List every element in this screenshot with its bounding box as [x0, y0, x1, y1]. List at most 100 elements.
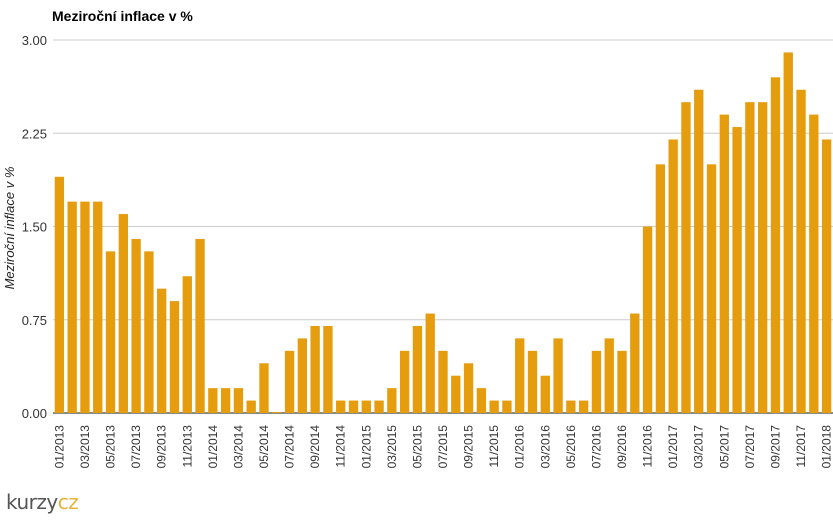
bar[interactable]: [476, 388, 487, 413]
x-tick-label: 05/2017: [717, 425, 731, 469]
bar[interactable]: [336, 400, 346, 413]
bar[interactable]: [706, 164, 717, 413]
bar[interactable]: [591, 350, 602, 413]
x-tick-label: 07/2015: [436, 425, 450, 469]
bar[interactable]: [745, 102, 755, 414]
bar[interactable]: [527, 350, 538, 413]
y-tick-label: 0.75: [22, 313, 47, 328]
x-tick-label: 11/2014: [334, 425, 348, 468]
x-tick-label: 11/2016: [641, 425, 655, 468]
bar[interactable]: [310, 325, 320, 413]
x-tick-label: 05/2016: [564, 425, 578, 469]
x-tick-label: 03/2013: [78, 425, 92, 469]
bar[interactable]: [93, 201, 103, 413]
x-tick-label: 01/2016: [513, 425, 527, 469]
x-tick-label: 05/2015: [410, 425, 424, 469]
x-tick-label: 03/2017: [692, 425, 706, 469]
bar[interactable]: [438, 350, 448, 413]
bar[interactable]: [54, 176, 65, 413]
bar[interactable]: [361, 400, 371, 413]
bar[interactable]: [732, 127, 742, 414]
bar[interactable]: [272, 412, 282, 413]
bar[interactable]: [770, 77, 781, 414]
x-tick-label: 03/2016: [538, 425, 552, 469]
y-axis-label: Meziroční inflace v %: [2, 167, 17, 290]
bars: [54, 52, 832, 414]
bar[interactable]: [758, 102, 768, 414]
x-tick-label: 05/2013: [104, 425, 118, 469]
chart-title: Meziroční inflace v %: [52, 8, 193, 24]
x-tick-label: 07/2013: [129, 425, 143, 469]
bar[interactable]: [284, 350, 295, 413]
bar[interactable]: [809, 114, 819, 413]
kurzy-cz-logo[interactable]: kurzycz: [6, 490, 79, 514]
y-tick-label: 3.00: [22, 33, 47, 48]
bar[interactable]: [118, 214, 128, 413]
x-tick-label: 05/2014: [257, 425, 271, 469]
bar[interactable]: [655, 164, 666, 413]
bar[interactable]: [783, 52, 793, 413]
bar[interactable]: [387, 388, 397, 413]
bar[interactable]: [425, 313, 435, 413]
bar[interactable]: [157, 288, 167, 413]
x-tick-label: 01/2017: [666, 425, 680, 469]
y-axis-tick-labels: 0.00 0.75 1.50 2.25 3.00: [22, 33, 47, 421]
bar[interactable]: [208, 388, 218, 413]
bar[interactable]: [681, 102, 691, 414]
x-tick-label: 11/2015: [487, 425, 501, 468]
x-tick-label: 01/2014: [206, 425, 220, 469]
bar[interactable]: [451, 375, 461, 413]
bar[interactable]: [668, 139, 678, 413]
bar[interactable]: [578, 400, 589, 413]
bar[interactable]: [348, 400, 359, 413]
bar[interactable]: [642, 226, 653, 414]
bar[interactable]: [502, 400, 512, 413]
bar[interactable]: [489, 400, 499, 413]
x-tick-label: 07/2017: [743, 425, 757, 469]
bar[interactable]: [297, 338, 308, 413]
x-tick-label: 09/2014: [308, 425, 322, 469]
bar[interactable]: [195, 238, 205, 413]
bar[interactable]: [515, 338, 525, 413]
x-tick-label: 03/2014: [231, 425, 245, 469]
bar[interactable]: [604, 338, 614, 413]
x-tick-label: 09/2015: [462, 425, 476, 469]
bar[interactable]: [412, 325, 423, 413]
y-tick-label: 1.50: [22, 220, 47, 235]
bar[interactable]: [233, 388, 244, 413]
bar[interactable]: [553, 338, 563, 413]
bar[interactable]: [80, 201, 90, 413]
bar[interactable]: [694, 89, 704, 413]
x-tick-label: 01/2015: [359, 425, 373, 469]
y-tick-label: 0.00: [22, 406, 47, 421]
bar[interactable]: [630, 313, 640, 413]
bar[interactable]: [719, 114, 729, 413]
bar[interactable]: [399, 350, 410, 413]
bar[interactable]: [617, 350, 627, 413]
bar[interactable]: [566, 400, 576, 413]
bar[interactable]: [131, 238, 141, 413]
x-tick-label: 09/2013: [155, 425, 169, 469]
x-tick-label: 01/2013: [52, 425, 66, 469]
bar[interactable]: [182, 276, 192, 413]
x-tick-label: 01/2018: [820, 425, 833, 469]
x-tick-label: 09/2016: [615, 425, 629, 469]
bar[interactable]: [67, 201, 77, 413]
bar[interactable]: [220, 388, 231, 413]
bar[interactable]: [144, 251, 154, 413]
bar[interactable]: [323, 325, 333, 413]
x-tick-label: 09/2017: [768, 425, 782, 469]
bar[interactable]: [796, 89, 806, 413]
bar[interactable]: [169, 301, 180, 413]
bar[interactable]: [463, 363, 474, 413]
bar[interactable]: [821, 139, 832, 413]
x-tick-label: 07/2016: [589, 425, 603, 469]
bar[interactable]: [246, 400, 256, 413]
x-axis-tick-labels: 01/2013 03/2013 05/2013 07/2013 09/2013 11/20…: [52, 425, 833, 469]
bar[interactable]: [259, 363, 269, 413]
y-tick-label: 2.25: [22, 126, 47, 141]
bar[interactable]: [374, 400, 384, 413]
bar[interactable]: [540, 375, 550, 413]
bar[interactable]: [105, 251, 116, 413]
